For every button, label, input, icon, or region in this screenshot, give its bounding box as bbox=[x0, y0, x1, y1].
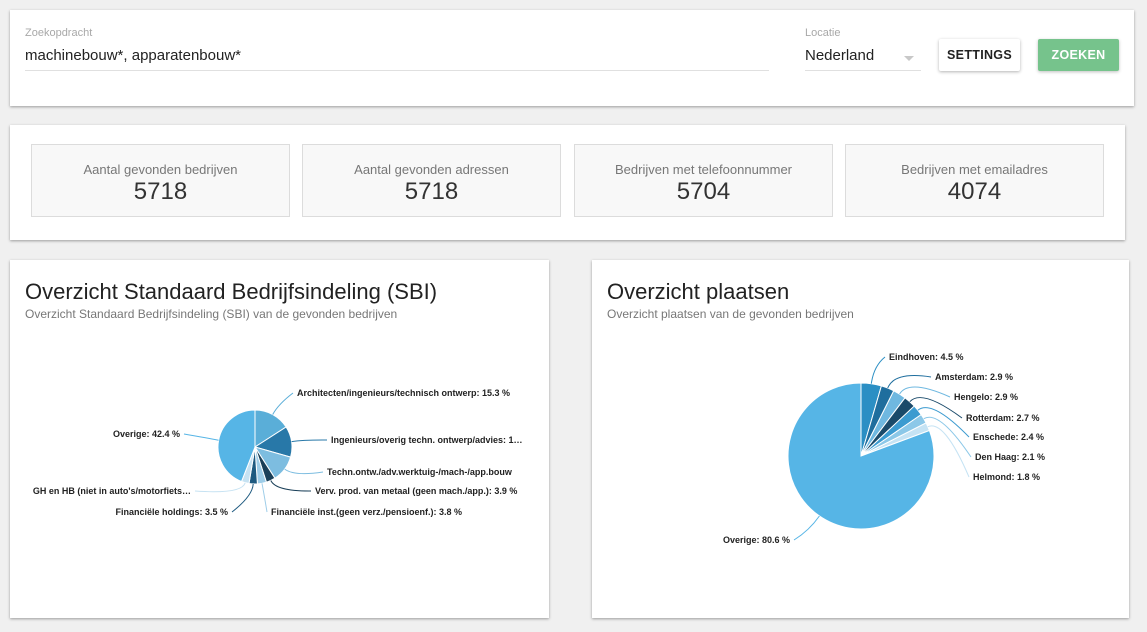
pie-slice[interactable] bbox=[787, 382, 935, 530]
leader-line bbox=[870, 356, 886, 384]
stat-email: Bedrijven met emailadres 4074 bbox=[845, 144, 1104, 217]
stat-label: Bedrijven met telefoonnummer bbox=[614, 162, 793, 177]
stat-label: Aantal gevonden bedrijven bbox=[83, 162, 238, 177]
chart-title: Overzicht Standaard Bedrijfsindeling (SB… bbox=[25, 279, 438, 304]
leader-line bbox=[183, 433, 219, 441]
slice-label: Overige: 42.4 % bbox=[113, 429, 180, 439]
leader-line bbox=[194, 482, 246, 493]
leader-line bbox=[923, 416, 972, 458]
slice-label: Ingenieurs/overig techn. ontwerp/advies:… bbox=[331, 435, 523, 445]
stat-companies: Aantal gevonden bedrijven 5718 bbox=[31, 144, 290, 217]
leader-line bbox=[887, 375, 932, 389]
slice-label: Rotterdam: 2.7 % bbox=[966, 413, 1040, 423]
chart-subtitle: Overzicht Standaard Bedrijfsindeling (SB… bbox=[25, 307, 398, 321]
plaatsen-chart-card: Overzicht plaatsen Overzicht plaatsen va… bbox=[592, 260, 1129, 618]
slice-label: Techn.ontw./adv.werktuig-/mach-/app.bouw bbox=[327, 467, 513, 477]
query-label: Zoekopdracht bbox=[25, 27, 93, 39]
chart-subtitle: Overzicht plaatsen van de gevonden bedri… bbox=[607, 307, 854, 321]
sbi-pie-chart: Architecten/ingenieurs/technisch ontwerp… bbox=[33, 388, 523, 517]
slice-label: Helmond: 1.8 % bbox=[973, 472, 1040, 482]
leader-line bbox=[909, 397, 963, 419]
leader-line bbox=[270, 480, 312, 492]
leader-line bbox=[261, 483, 268, 513]
slice-label: Eindhoven: 4.5 % bbox=[889, 352, 964, 362]
sbi-chart-card: Overzicht Standaard Bedrijfsindeling (SB… bbox=[10, 260, 549, 618]
settings-button[interactable]: SETTINGS bbox=[939, 39, 1020, 71]
stat-addresses: Aantal gevonden adressen 5718 bbox=[302, 144, 561, 217]
search-input[interactable]: machinebouw*, apparatenbouw* bbox=[25, 47, 241, 64]
slice-label: Amsterdam: 2.9 % bbox=[935, 372, 1013, 382]
leader-line bbox=[917, 407, 970, 438]
stats-card: Aantal gevonden bedrijven 5718 Aantal ge… bbox=[10, 125, 1125, 240]
location-select[interactable]: Nederland bbox=[805, 47, 875, 64]
search-input-underline bbox=[25, 70, 769, 71]
location-underline bbox=[805, 70, 921, 71]
location-label: Locatie bbox=[805, 27, 841, 39]
search-button[interactable]: ZOEKEN bbox=[1038, 39, 1119, 71]
leader-line bbox=[927, 425, 970, 478]
stat-value: 5704 bbox=[676, 178, 731, 205]
stat-label: Bedrijven met emailadres bbox=[901, 162, 1048, 177]
slice-label: Hengelo: 2.9 % bbox=[954, 392, 1018, 402]
slice-label: Overige: 80.6 % bbox=[723, 535, 790, 545]
leader-line bbox=[231, 483, 254, 513]
stat-label: Aantal gevonden adressen bbox=[354, 162, 509, 177]
leader-line bbox=[284, 468, 324, 475]
slice-label: GH en HB (niet in auto's/motorfiets… bbox=[33, 486, 191, 496]
slice-label: Financiële holdings: 3.5 % bbox=[115, 507, 228, 517]
slice-label: Den Haag: 2.1 % bbox=[975, 452, 1045, 462]
stat-phone: Bedrijven met telefoonnummer 5704 bbox=[574, 144, 833, 217]
slice-label: Enschede: 2.4 % bbox=[973, 432, 1044, 442]
slice-label: Financiële inst.(geen verz./pensioenf.):… bbox=[271, 507, 462, 517]
leader-line bbox=[793, 515, 820, 541]
leader-line bbox=[272, 392, 294, 415]
stat-value: 5718 bbox=[133, 178, 188, 205]
slice-label: Architecten/ingenieurs/technisch ontwerp… bbox=[297, 388, 510, 398]
leader-line bbox=[291, 439, 328, 443]
chevron-down-icon[interactable] bbox=[904, 56, 914, 61]
leader-line bbox=[899, 386, 951, 398]
search-card: Zoekopdracht machinebouw*, apparatenbouw… bbox=[10, 10, 1134, 106]
pie-slice[interactable] bbox=[217, 409, 256, 483]
plaatsen-pie-chart: Eindhoven: 4.5 % Amsterdam: 2.9 % Hengelo:… bbox=[723, 352, 1045, 545]
slice-label: Verv. prod. van metaal (geen mach./app.)… bbox=[315, 486, 517, 496]
stat-value: 5718 bbox=[404, 178, 459, 205]
stat-value: 4074 bbox=[947, 178, 1002, 205]
chart-title: Overzicht plaatsen bbox=[607, 279, 790, 304]
